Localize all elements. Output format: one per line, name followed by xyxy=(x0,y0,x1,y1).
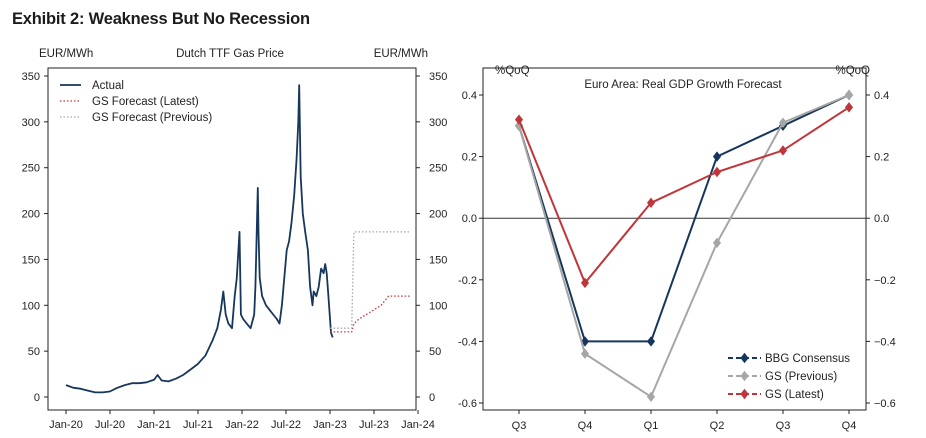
y-tick-label-right: 0.0 xyxy=(874,213,889,225)
y-tick-label-left: 150 xyxy=(22,254,40,266)
y-tick-label-left: 250 xyxy=(22,163,40,175)
x-tick-label: Q2 xyxy=(710,420,725,432)
data-point-gs-latest xyxy=(514,114,524,125)
legend-label: Actual xyxy=(92,80,124,92)
legend-label: BBG Consensus xyxy=(765,353,850,365)
x-tick-label: Jan-20 xyxy=(49,419,83,431)
x-tick-label: Jan-23 xyxy=(313,419,347,431)
data-point-gs-latest xyxy=(646,197,656,208)
data-point-gs-latest xyxy=(580,277,590,289)
legend-label: GS (Previous) xyxy=(765,371,837,383)
x-tick-label: Q1 xyxy=(644,420,659,432)
legend-marker xyxy=(740,388,749,400)
y-axis-label-left: %QoQ xyxy=(495,65,530,77)
y-tick-label-right: 0.2 xyxy=(874,152,889,164)
data-point-gs-previous xyxy=(778,117,788,128)
data-point-gs-latest xyxy=(712,166,722,178)
data-point-gs-previous xyxy=(712,237,722,249)
data-point-gs-previous xyxy=(514,120,524,131)
y-tick-label-left: -0.2 xyxy=(458,275,477,287)
x-tick-label: Jul-20 xyxy=(95,419,125,431)
series-line-gs-previous xyxy=(518,94,850,399)
y-tick-label-right: −0.4 xyxy=(874,336,896,348)
chart-gas-price: EUR/MWh EUR/MWh Dutch TTF Gas Price 0 0 50 50 1… xyxy=(22,48,448,431)
y-axis-label-right: EUR/MWh xyxy=(374,48,428,60)
y-axis-label-left: EUR/MWh xyxy=(39,48,93,60)
plot-frame xyxy=(482,67,867,411)
chart-title: Dutch TTF Gas Price xyxy=(176,48,284,60)
x-tick-label: Q4 xyxy=(578,420,593,432)
data-point-gs-previous xyxy=(580,348,590,359)
legend-label: GS Forecast (Latest) xyxy=(92,96,199,108)
y-tick-label-right: 250 xyxy=(429,163,447,175)
y-tick-label-right: −0.2 xyxy=(874,275,896,287)
chart-title: Euro Area: Real GDP Growth Forecast xyxy=(584,79,782,91)
x-tick-label: Jul-22 xyxy=(271,419,301,431)
y-tick-label-left: 300 xyxy=(22,117,40,129)
x-tick-label: Jul-21 xyxy=(183,419,213,431)
exhibit-title: Exhibit 2: Weakness But No Recession xyxy=(12,10,310,28)
series-line-actual xyxy=(65,84,334,394)
chart-gdp-growth: %QoQ %QoQ Euro Area: Real GDP Growth Forec… xyxy=(458,65,896,432)
x-tick-label: Q3 xyxy=(512,420,527,432)
legend-label: GS (Latest) xyxy=(765,389,824,401)
legend-marker xyxy=(740,352,749,364)
x-tick-label: Jan-21 xyxy=(137,419,171,431)
y-axis-label-right: %QoQ xyxy=(835,65,870,77)
y-tick-label-left: 350 xyxy=(22,71,40,83)
x-tick-label: Q3 xyxy=(776,420,791,432)
data-point-gs-latest xyxy=(844,102,854,113)
data-point-gs-previous xyxy=(646,391,656,403)
y-tick-label-right: 0 xyxy=(429,392,435,404)
y-tick-label-left: 100 xyxy=(22,300,40,312)
y-tick-label-left: 0 xyxy=(34,392,40,404)
series-line-gs-forecast-previous xyxy=(330,231,411,329)
y-tick-label-left: -0.4 xyxy=(458,336,477,348)
y-tick-label-right: −0.6 xyxy=(874,398,896,410)
y-tick-label-left: 200 xyxy=(22,209,40,221)
data-point-bbg-consensus xyxy=(712,151,722,162)
legend-label: GS Forecast (Previous) xyxy=(92,112,212,124)
y-tick-label-right: 150 xyxy=(429,254,447,266)
y-tick-label-right: 100 xyxy=(429,300,447,312)
series-line-gs-latest xyxy=(518,106,850,285)
y-tick-label-left: 50 xyxy=(28,346,40,358)
x-tick-label: Jan-24 xyxy=(401,419,435,431)
y-tick-label-right: 300 xyxy=(429,117,447,129)
series-line-gs-forecast-latest xyxy=(330,295,411,333)
y-tick-label-right: 0.4 xyxy=(874,90,889,102)
x-tick-label: Jan-22 xyxy=(225,419,259,431)
data-point-gs-latest xyxy=(778,145,788,156)
plot-frame xyxy=(47,67,417,411)
y-tick-label-left: -0.6 xyxy=(458,398,477,410)
legend-marker xyxy=(740,370,749,382)
x-tick-label: Q4 xyxy=(842,420,857,432)
series-line-bbg-consensus xyxy=(518,94,850,343)
y-tick-label-left: 0.2 xyxy=(462,152,477,164)
data-point-bbg-consensus xyxy=(646,336,656,347)
y-tick-label-right: 50 xyxy=(429,346,441,358)
x-tick-label: Jul-23 xyxy=(359,419,389,431)
y-tick-label-right: 350 xyxy=(429,71,447,83)
y-tick-label-right: 200 xyxy=(429,209,447,221)
y-tick-label-left: 0.4 xyxy=(462,90,477,102)
data-point-gs-previous xyxy=(844,89,854,101)
y-tick-label-left: 0.0 xyxy=(462,213,477,225)
